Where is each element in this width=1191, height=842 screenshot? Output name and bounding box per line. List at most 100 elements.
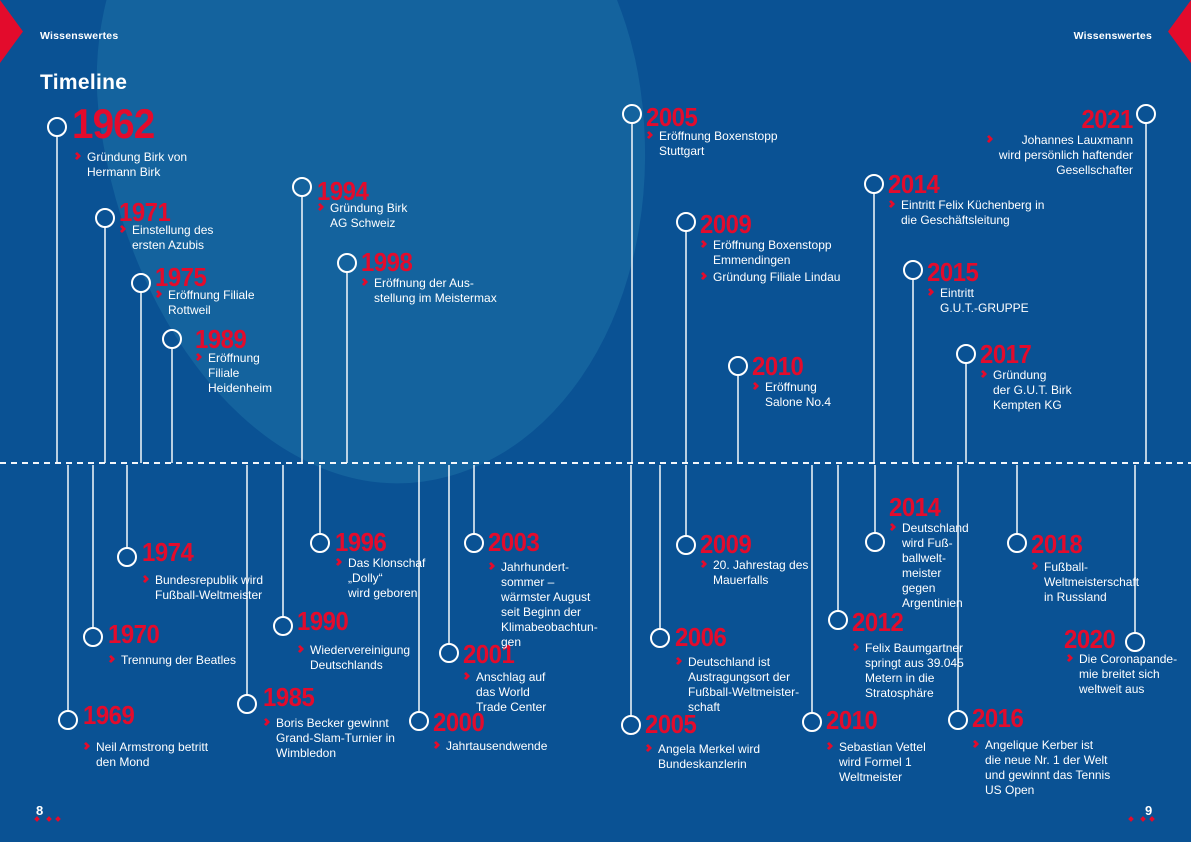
event-year: 2003 (488, 527, 540, 557)
event-text: Das Klonschaf „Dolly“ wird geboren (348, 556, 426, 600)
event-year: 2014 (889, 492, 941, 522)
event-description: 20. Jahrestag des Mauerfalls (698, 558, 808, 588)
event-description: Angelique Kerber ist die neue Nr. 1 der … (970, 738, 1110, 798)
event-description: Angela Merkel wird Bundeskanzlerin (643, 742, 761, 772)
event-year: 2020 (1064, 624, 1116, 654)
event-text: Fußball- Weltmeisterschaft in Russland (1044, 560, 1140, 604)
chevron-right-icon (984, 134, 994, 144)
event-description: Eintritt G.U.T.-GRUPPE (925, 286, 1029, 316)
timeline-line (873, 193, 875, 463)
event-year: 1994 (317, 176, 369, 206)
event-text: Bundesrepublik wird Fußball-Weltmeister (155, 573, 264, 602)
chevron-right-icon (850, 642, 860, 652)
timeline-line (246, 465, 248, 695)
timeline-line (171, 348, 173, 463)
timeline-node (83, 627, 103, 647)
event-year: 1975 (155, 262, 207, 292)
chevron-right-icon (698, 559, 708, 569)
timeline-node (802, 712, 822, 732)
event-text: Eintritt G.U.T.-GRUPPE (940, 286, 1029, 315)
timeline-line (737, 375, 739, 463)
timeline-node (1136, 104, 1156, 124)
timeline-line (811, 465, 813, 713)
timeline-node (621, 715, 641, 735)
timeline-node (676, 212, 696, 232)
chevron-right-icon (1064, 653, 1074, 663)
page-mark-icon (1149, 816, 1155, 822)
chevron-right-icon (315, 202, 325, 212)
event-year: 2005 (645, 709, 697, 739)
timeline-node (676, 535, 696, 555)
event-description: Deutschland ist Austragungsort der Fußba… (673, 655, 800, 715)
timeline-node (310, 533, 330, 553)
timeline-node (95, 208, 115, 228)
chevron-right-icon (106, 654, 116, 664)
timeline-node (728, 356, 748, 376)
event-description: Gründung Filiale Lindau (698, 270, 840, 285)
event-text: Eröffnung Boxenstopp Stuttgart (659, 129, 778, 158)
timeline-line (282, 465, 284, 617)
page-number-right: 9 (1145, 803, 1153, 818)
chevron-right-icon (925, 287, 935, 297)
timeline-node (864, 174, 884, 194)
timeline-line (301, 196, 303, 463)
chevron-right-icon (117, 224, 127, 234)
timeline-line (140, 292, 142, 463)
timeline-line (685, 465, 687, 536)
event-text: Gründung Birk von Hermann Birk (87, 150, 188, 179)
event-text: Deutschland ist Austragungsort der Fußba… (688, 655, 800, 714)
timeline-node (1125, 632, 1145, 652)
event-year: 1998 (361, 247, 413, 277)
event-text: Jahrhundert- sommer – wärmster August se… (501, 560, 598, 649)
event-description: Eröffnung Salone No.4 (750, 380, 831, 410)
timeline-node (47, 117, 67, 137)
timeline-line (874, 465, 876, 533)
timeline-node (956, 344, 976, 364)
event-text: Eröffnung Boxenstopp Emmendingen (713, 238, 832, 267)
event-year: 2014 (888, 169, 940, 199)
event-year: 2009 (700, 209, 752, 239)
event-description: Eröffnung der Aus- stellung im Meisterma… (359, 276, 497, 306)
event-description: Boris Becker gewinnt Grand-Slam-Turnier … (261, 716, 395, 761)
timeline-node (292, 177, 312, 197)
chevron-right-icon (643, 743, 653, 753)
timeline-node (409, 711, 429, 731)
chevron-right-icon (461, 671, 471, 681)
timeline-line (418, 465, 420, 712)
timeline-line (126, 465, 128, 548)
timeline-line (92, 465, 94, 628)
chevron-right-icon (261, 717, 271, 727)
event-text: Felix Baumgartner springt aus 39.045 Met… (865, 641, 964, 700)
timeline-node (622, 104, 642, 124)
event-description: Bundesrepublik wird Fußball-Weltmeister (140, 573, 264, 603)
timeline-line (1145, 123, 1147, 463)
timeline-node (650, 628, 670, 648)
chevron-right-icon (72, 151, 82, 161)
timeline-node (948, 710, 968, 730)
event-year: 1969 (83, 700, 135, 730)
event-year: 1974 (142, 537, 194, 567)
event-year: 2001 (463, 639, 515, 669)
timeline-node (337, 253, 357, 273)
event-year: 2006 (675, 622, 727, 652)
page-title: Timeline (40, 71, 128, 94)
event-description: Jahrtausendwende (431, 739, 547, 754)
timeline-line (346, 272, 348, 463)
timeline-line (448, 465, 450, 644)
event-text: Neil Armstrong betritt den Mond (96, 740, 209, 769)
event-text: Eröffnung Filiale Heidenheim (208, 351, 273, 395)
chevron-right-icon (978, 369, 988, 379)
chevron-right-icon (644, 130, 654, 140)
event-year: 1985 (263, 682, 315, 712)
timeline-node (117, 547, 137, 567)
event-text: Eröffnung Filiale Rottweil (168, 288, 255, 317)
event-description: Die Coronapande- mie breitet sich weltwe… (1064, 652, 1177, 697)
timeline-line (957, 465, 959, 711)
timeline-line (630, 465, 632, 716)
event-year: 1990 (297, 606, 349, 636)
event-text: Angela Merkel wird Bundeskanzlerin (658, 742, 761, 771)
event-year: 1962 (72, 100, 155, 147)
timeline-line (67, 465, 69, 711)
chevron-right-icon (359, 277, 369, 287)
